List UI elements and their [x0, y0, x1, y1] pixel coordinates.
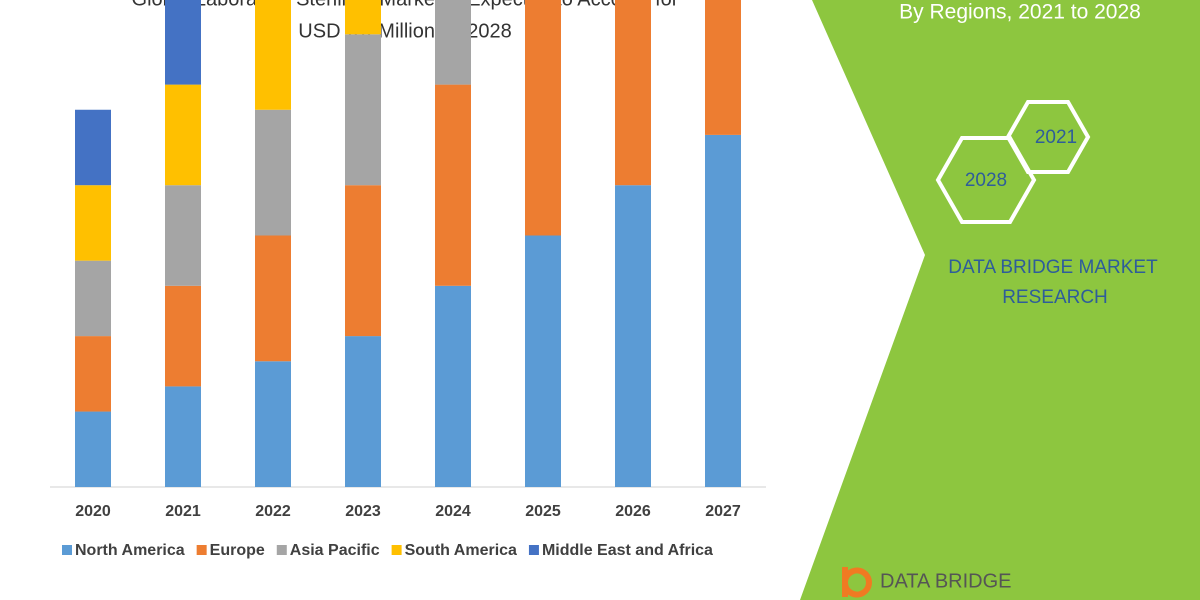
bar-segment — [705, 0, 741, 135]
legend-label: South America — [405, 542, 517, 559]
legend-label: Europe — [210, 542, 265, 559]
bar-segment — [705, 134, 741, 487]
bar-segment — [165, 285, 201, 387]
bar-segment — [345, 0, 381, 35]
hex-label: 2021 — [1035, 127, 1077, 148]
x-tick-label: 2022 — [255, 503, 291, 520]
bar-segment — [75, 109, 111, 186]
bar-segment — [345, 336, 381, 487]
bar-segment — [435, 0, 471, 85]
brand-line: DATA BRIDGE MARKET — [948, 257, 1158, 278]
bar-segment — [435, 84, 471, 286]
legend-swatch — [528, 545, 539, 555]
bar-segment — [525, 0, 561, 236]
x-tick-label: 2023 — [345, 503, 381, 520]
legend-swatch — [391, 545, 402, 555]
chart-title: Global Laboratory Sterilizer Market Is E… — [132, 0, 679, 10]
bar-segment — [75, 411, 111, 487]
bar-segment — [75, 260, 111, 337]
bar-segment — [255, 0, 291, 110]
hexagon — [935, 136, 1037, 224]
legend-label: Asia Pacific — [290, 542, 380, 559]
bar-segment — [255, 361, 291, 487]
legend-label: Middle East and Africa — [542, 542, 713, 559]
side-panel — [800, 0, 1200, 600]
bar-segment — [525, 235, 561, 487]
legend-label: North America — [75, 542, 185, 559]
hex-label: 2028 — [965, 170, 1007, 191]
bar-segment — [345, 34, 381, 186]
brand-line: RESEARCH — [1002, 287, 1108, 308]
x-tick-label: 2025 — [525, 503, 561, 520]
logo-text: DATA BRIDGE — [880, 570, 1012, 592]
x-tick-label: 2024 — [435, 503, 471, 520]
bar-segment — [165, 0, 201, 85]
x-tick-label: 2027 — [705, 503, 741, 520]
bar-segment — [75, 185, 111, 261]
bar-segment — [165, 386, 201, 487]
bar-segment — [165, 84, 201, 186]
panel-subtitle: By Regions, 2021 to 2028 — [899, 1, 1141, 24]
bar-segment — [345, 185, 381, 337]
bar-segment — [255, 235, 291, 362]
chart-title: USD XX Million by 2028 — [298, 20, 511, 42]
x-tick-label: 2021 — [165, 503, 201, 520]
bar-segment — [75, 336, 111, 412]
legend-swatch — [196, 545, 207, 555]
logo-icon — [842, 567, 872, 598]
bar-segment — [435, 285, 471, 487]
legend-swatch — [62, 545, 72, 555]
bar-segment — [615, 0, 651, 186]
bar-segment — [615, 185, 651, 487]
legend-swatch — [276, 545, 287, 555]
bar-segment — [255, 109, 291, 236]
x-tick-label: 2026 — [615, 503, 651, 520]
x-tick-label: 2020 — [75, 503, 111, 520]
bar-segment — [165, 185, 201, 286]
